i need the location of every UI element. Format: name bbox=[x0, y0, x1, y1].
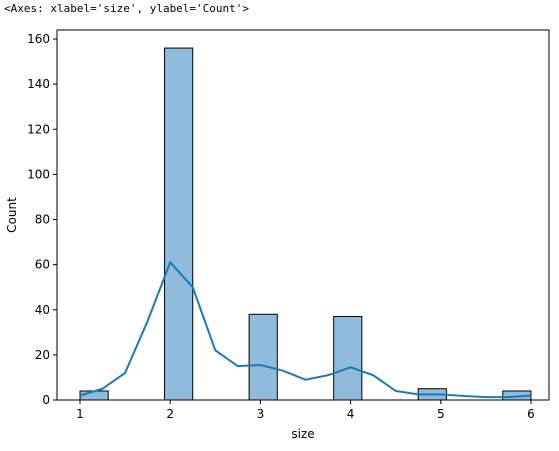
x-tick-label: 1 bbox=[76, 407, 84, 421]
x-tick-label: 6 bbox=[527, 407, 535, 421]
y-tick-label: 120 bbox=[27, 122, 50, 136]
bar bbox=[333, 316, 363, 401]
axes-frame bbox=[56, 29, 550, 401]
bar bbox=[164, 47, 194, 401]
y-tick-label: 40 bbox=[35, 303, 50, 317]
y-tick-label: 60 bbox=[35, 258, 50, 272]
y-tick-label: 80 bbox=[35, 213, 50, 227]
x-axis-label: size bbox=[291, 427, 314, 441]
y-tick-label: 0 bbox=[42, 393, 50, 407]
header: <Axes: xlabel='size', ylabel='Count'> bbox=[4, 2, 249, 15]
y-tick-label: 140 bbox=[27, 77, 50, 91]
y-tick-label: 20 bbox=[35, 348, 50, 362]
bar bbox=[79, 390, 109, 401]
x-tick-label: 3 bbox=[257, 407, 265, 421]
x-tick-label: 2 bbox=[166, 407, 174, 421]
kde-line bbox=[79, 260, 532, 399]
x-tick-label: 5 bbox=[437, 407, 445, 421]
y-tick-label: 160 bbox=[27, 32, 50, 46]
y-axis-label: Count bbox=[5, 197, 19, 233]
y-tick-label: 100 bbox=[27, 167, 50, 181]
x-tick-label: 4 bbox=[347, 407, 355, 421]
bar bbox=[248, 313, 278, 401]
